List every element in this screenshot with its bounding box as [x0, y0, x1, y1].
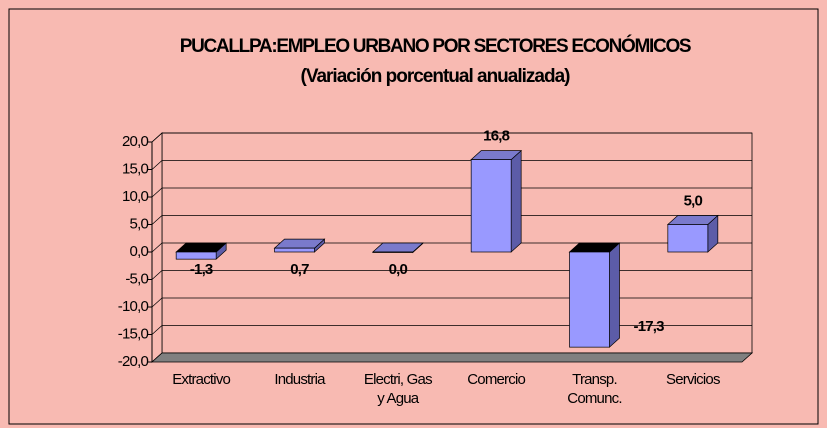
bar [666, 214, 719, 253]
x-tick-label: Comercio [467, 371, 526, 388]
grid-line [151, 325, 752, 335]
bar-front [569, 251, 610, 348]
bar [273, 238, 326, 253]
y-tick-label: -10,0 [118, 298, 149, 315]
grid-line [151, 132, 752, 143]
x-tick-label: Extractivo [172, 371, 231, 388]
y-tick-label: 5,0 [130, 215, 149, 232]
data-label: -1,3 [190, 261, 213, 278]
grid-line [151, 270, 752, 280]
y-tick-label: 10,0 [122, 188, 148, 205]
grid-line [151, 215, 752, 225]
y-tick-label: -5,0 [125, 270, 148, 287]
bar-side [609, 242, 620, 348]
data-label: 5,0 [684, 192, 703, 209]
x-tick-label: Servicios [666, 371, 720, 388]
bar [470, 149, 523, 253]
chart-subtitle: (Variación porcentual anualizada) [301, 66, 571, 87]
data-label: -17,3 [634, 318, 665, 335]
bar-front [667, 224, 709, 253]
x-tick-label: Electri, Gas y Agua [363, 371, 433, 407]
bar [371, 242, 424, 254]
data-label: 16,8 [483, 128, 509, 145]
bar-side [510, 149, 522, 253]
bar [568, 242, 621, 348]
y-tick-label: -20,0 [118, 353, 149, 370]
chart-title: PUCALLPA:EMPLEO URBANO POR SECTORES ECON… [180, 35, 691, 57]
y-tick-label: 0,0 [130, 243, 149, 260]
data-label: 0,7 [290, 261, 309, 278]
bar-front [372, 251, 414, 253]
grid-line [151, 297, 752, 308]
bar-front [274, 247, 315, 253]
y-tick-label: -15,0 [118, 325, 149, 342]
bar [175, 242, 228, 260]
x-tick-label: Transp. Comunc. [567, 371, 622, 407]
grid-line [151, 160, 752, 170]
y-tick-label: 15,0 [122, 160, 148, 177]
bar-front [175, 251, 217, 260]
grid-line [151, 242, 752, 253]
bar-front [470, 159, 512, 253]
data-label: 0,0 [389, 261, 408, 278]
y-tick-label: 20,0 [122, 133, 148, 150]
x-tick-label: Industria [274, 371, 325, 388]
floor [150, 352, 754, 363]
grid-line [151, 187, 752, 198]
